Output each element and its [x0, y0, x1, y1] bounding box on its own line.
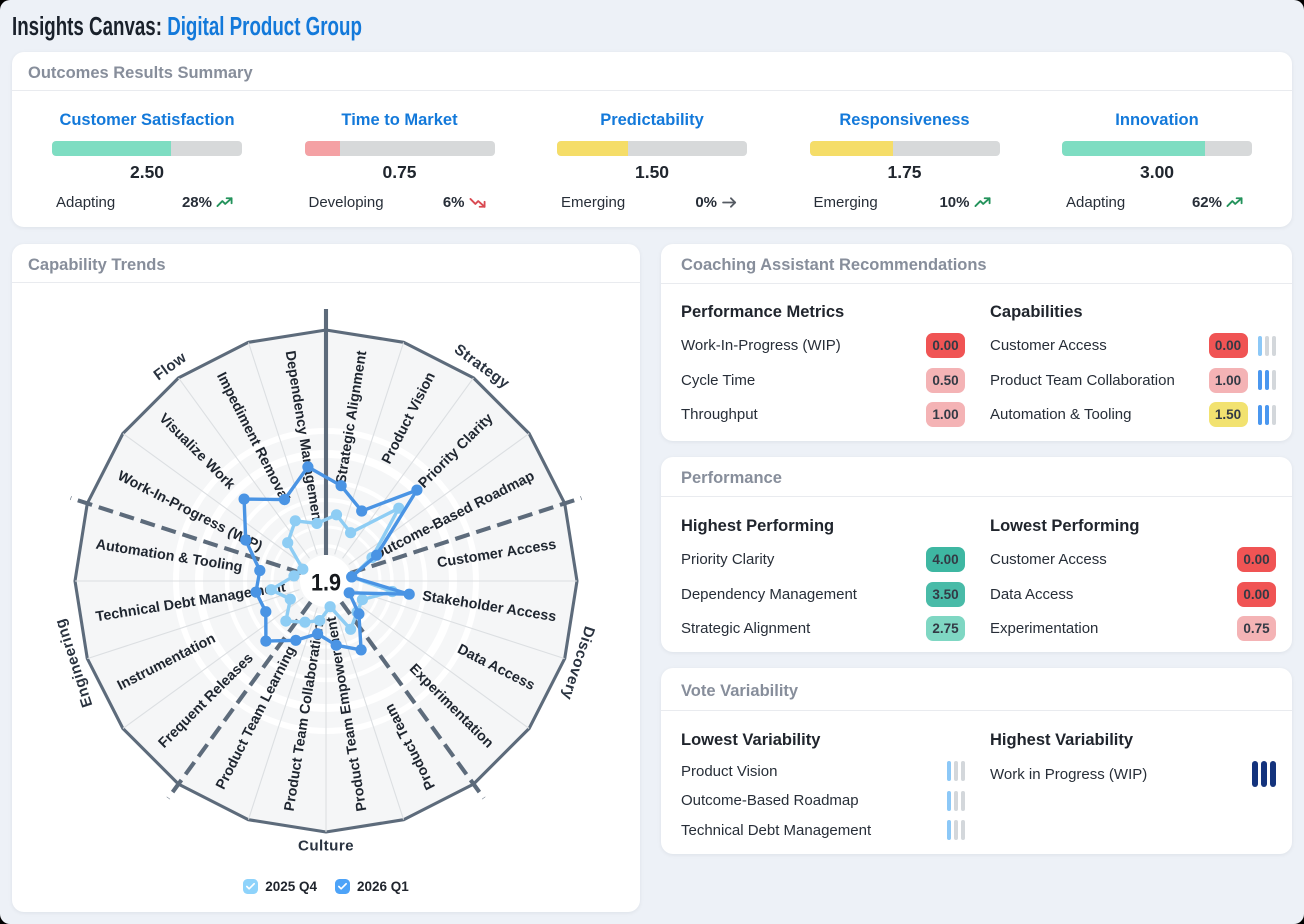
svg-text:Culture: Culture [298, 838, 354, 855]
svg-text:1.9: 1.9 [311, 569, 341, 596]
